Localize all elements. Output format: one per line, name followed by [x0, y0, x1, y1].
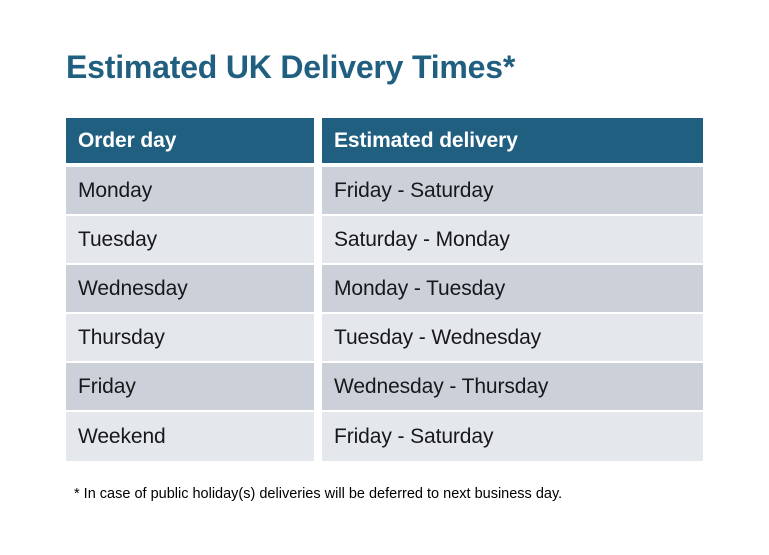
cell-order-day: Friday [66, 363, 322, 412]
cell-order-day: Wednesday [66, 265, 322, 314]
table-header: Order day Estimated delivery [66, 118, 703, 167]
table-row: Weekend Friday - Saturday [66, 412, 703, 461]
delivery-times-table: Order day Estimated delivery Monday Frid… [66, 118, 703, 461]
cell-order-day: Monday [66, 167, 322, 216]
column-header-estimated-delivery: Estimated delivery [322, 118, 703, 167]
table-body: Monday Friday - Saturday Tuesday Saturda… [66, 167, 703, 461]
cell-order-day: Weekend [66, 412, 322, 461]
table-row: Thursday Tuesday - Wednesday [66, 314, 703, 363]
footnote: * In case of public holiday(s) deliverie… [74, 486, 563, 502]
page-title: Estimated UK Delivery Times* [66, 49, 516, 85]
cell-estimated-delivery: Saturday - Monday [322, 216, 703, 265]
cell-estimated-delivery: Friday - Saturday [322, 412, 703, 461]
table-row: Friday Wednesday - Thursday [66, 363, 703, 412]
cell-estimated-delivery: Friday - Saturday [322, 167, 703, 216]
cell-estimated-delivery: Wednesday - Thursday [322, 363, 703, 412]
cell-estimated-delivery: Monday - Tuesday [322, 265, 703, 314]
table-header-row: Order day Estimated delivery [66, 118, 703, 167]
cell-order-day: Thursday [66, 314, 322, 363]
table-row: Wednesday Monday - Tuesday [66, 265, 703, 314]
column-header-order-day: Order day [66, 118, 322, 167]
table-row: Tuesday Saturday - Monday [66, 216, 703, 265]
table-row: Monday Friday - Saturday [66, 167, 703, 216]
cell-order-day: Tuesday [66, 216, 322, 265]
cell-estimated-delivery: Tuesday - Wednesday [322, 314, 703, 363]
